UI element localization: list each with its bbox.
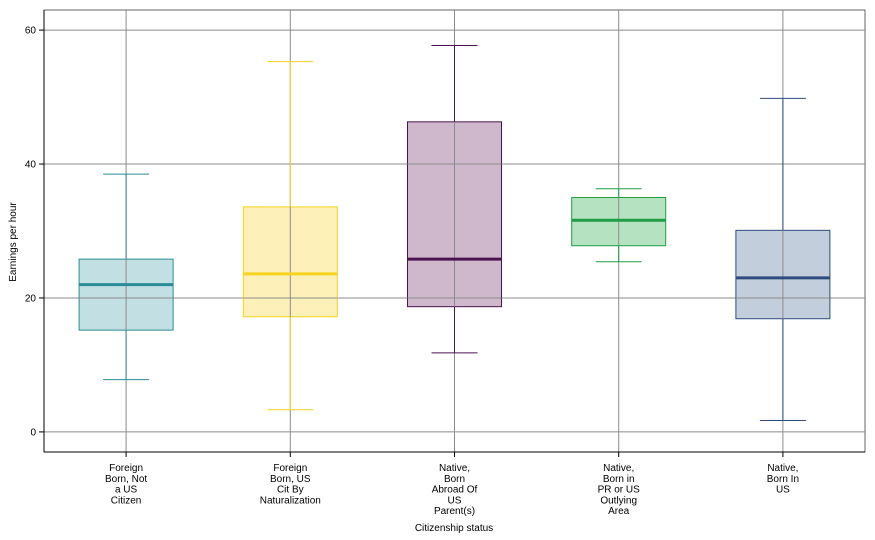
y-tick-label: 40 bbox=[25, 160, 37, 171]
boxes bbox=[78, 44, 831, 422]
box-group bbox=[735, 97, 831, 422]
y-axis-title: Earnings per hour bbox=[8, 202, 19, 282]
y-axis: 0 20 40 60 bbox=[25, 10, 45, 452]
x-tick-label: Native, Born In US bbox=[767, 463, 799, 496]
y-tick-label: 60 bbox=[25, 26, 37, 37]
x-axis-title: Citizenship status bbox=[415, 523, 493, 534]
y-tick-label: 0 bbox=[30, 427, 36, 438]
box-group bbox=[407, 44, 502, 354]
box-group bbox=[242, 61, 338, 411]
y-tick-label: 20 bbox=[25, 293, 37, 304]
box-group bbox=[78, 173, 174, 381]
x-tick-label: Native, Born Abroad Of US Parent(s) bbox=[432, 463, 478, 517]
x-tick-label: Foreign Born, Not a US Citizen bbox=[105, 463, 147, 506]
x-axis: Foreign Born, Not a US Citizen Foreign Born, … bbox=[44, 451, 865, 517]
box-group bbox=[571, 188, 667, 263]
x-tick-label: Native, Born in PR or US Outlying Area bbox=[598, 463, 641, 517]
x-tick-label: Foreign Born, US Cit By Naturalization bbox=[260, 463, 321, 506]
